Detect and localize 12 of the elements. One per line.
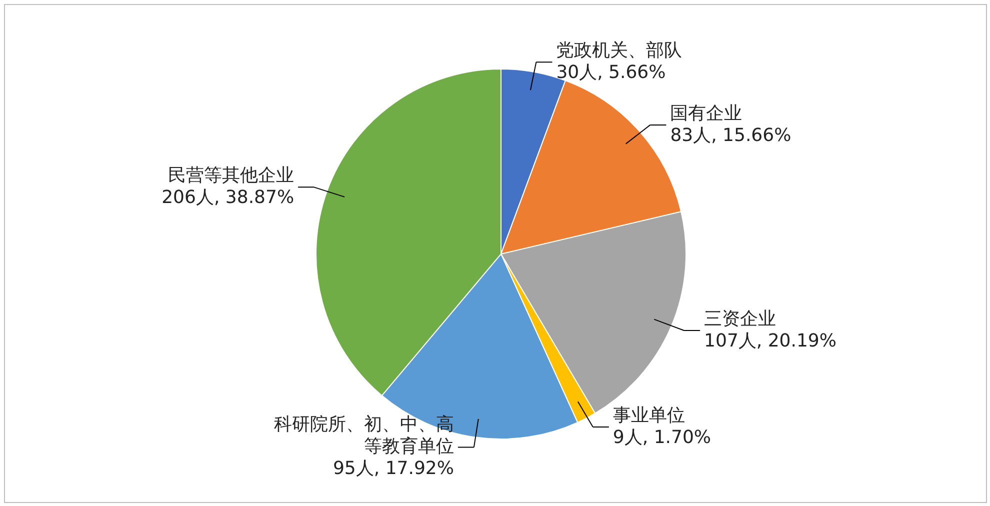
data-label: 9人, 1.70% bbox=[612, 426, 711, 448]
slice-label: 国有企业 bbox=[670, 102, 742, 124]
slice-label: 三资企业 bbox=[704, 308, 776, 330]
data-label: 95人, 17.92% bbox=[332, 458, 454, 480]
data-label: 30人, 5.66% bbox=[556, 62, 666, 84]
data-label: 206人, 38.87% bbox=[162, 187, 294, 208]
data-label: 107人, 20.19% bbox=[704, 330, 836, 352]
slice-label: 事业单位 bbox=[612, 404, 685, 426]
slice-label: 科研院所、初、中、高等教育单位 bbox=[274, 414, 454, 458]
slice-label: 民营等其他企业 bbox=[168, 165, 294, 186]
data-label: 83人, 15.66% bbox=[670, 124, 792, 146]
slice-label: 党政机关、部队 bbox=[556, 40, 682, 62]
